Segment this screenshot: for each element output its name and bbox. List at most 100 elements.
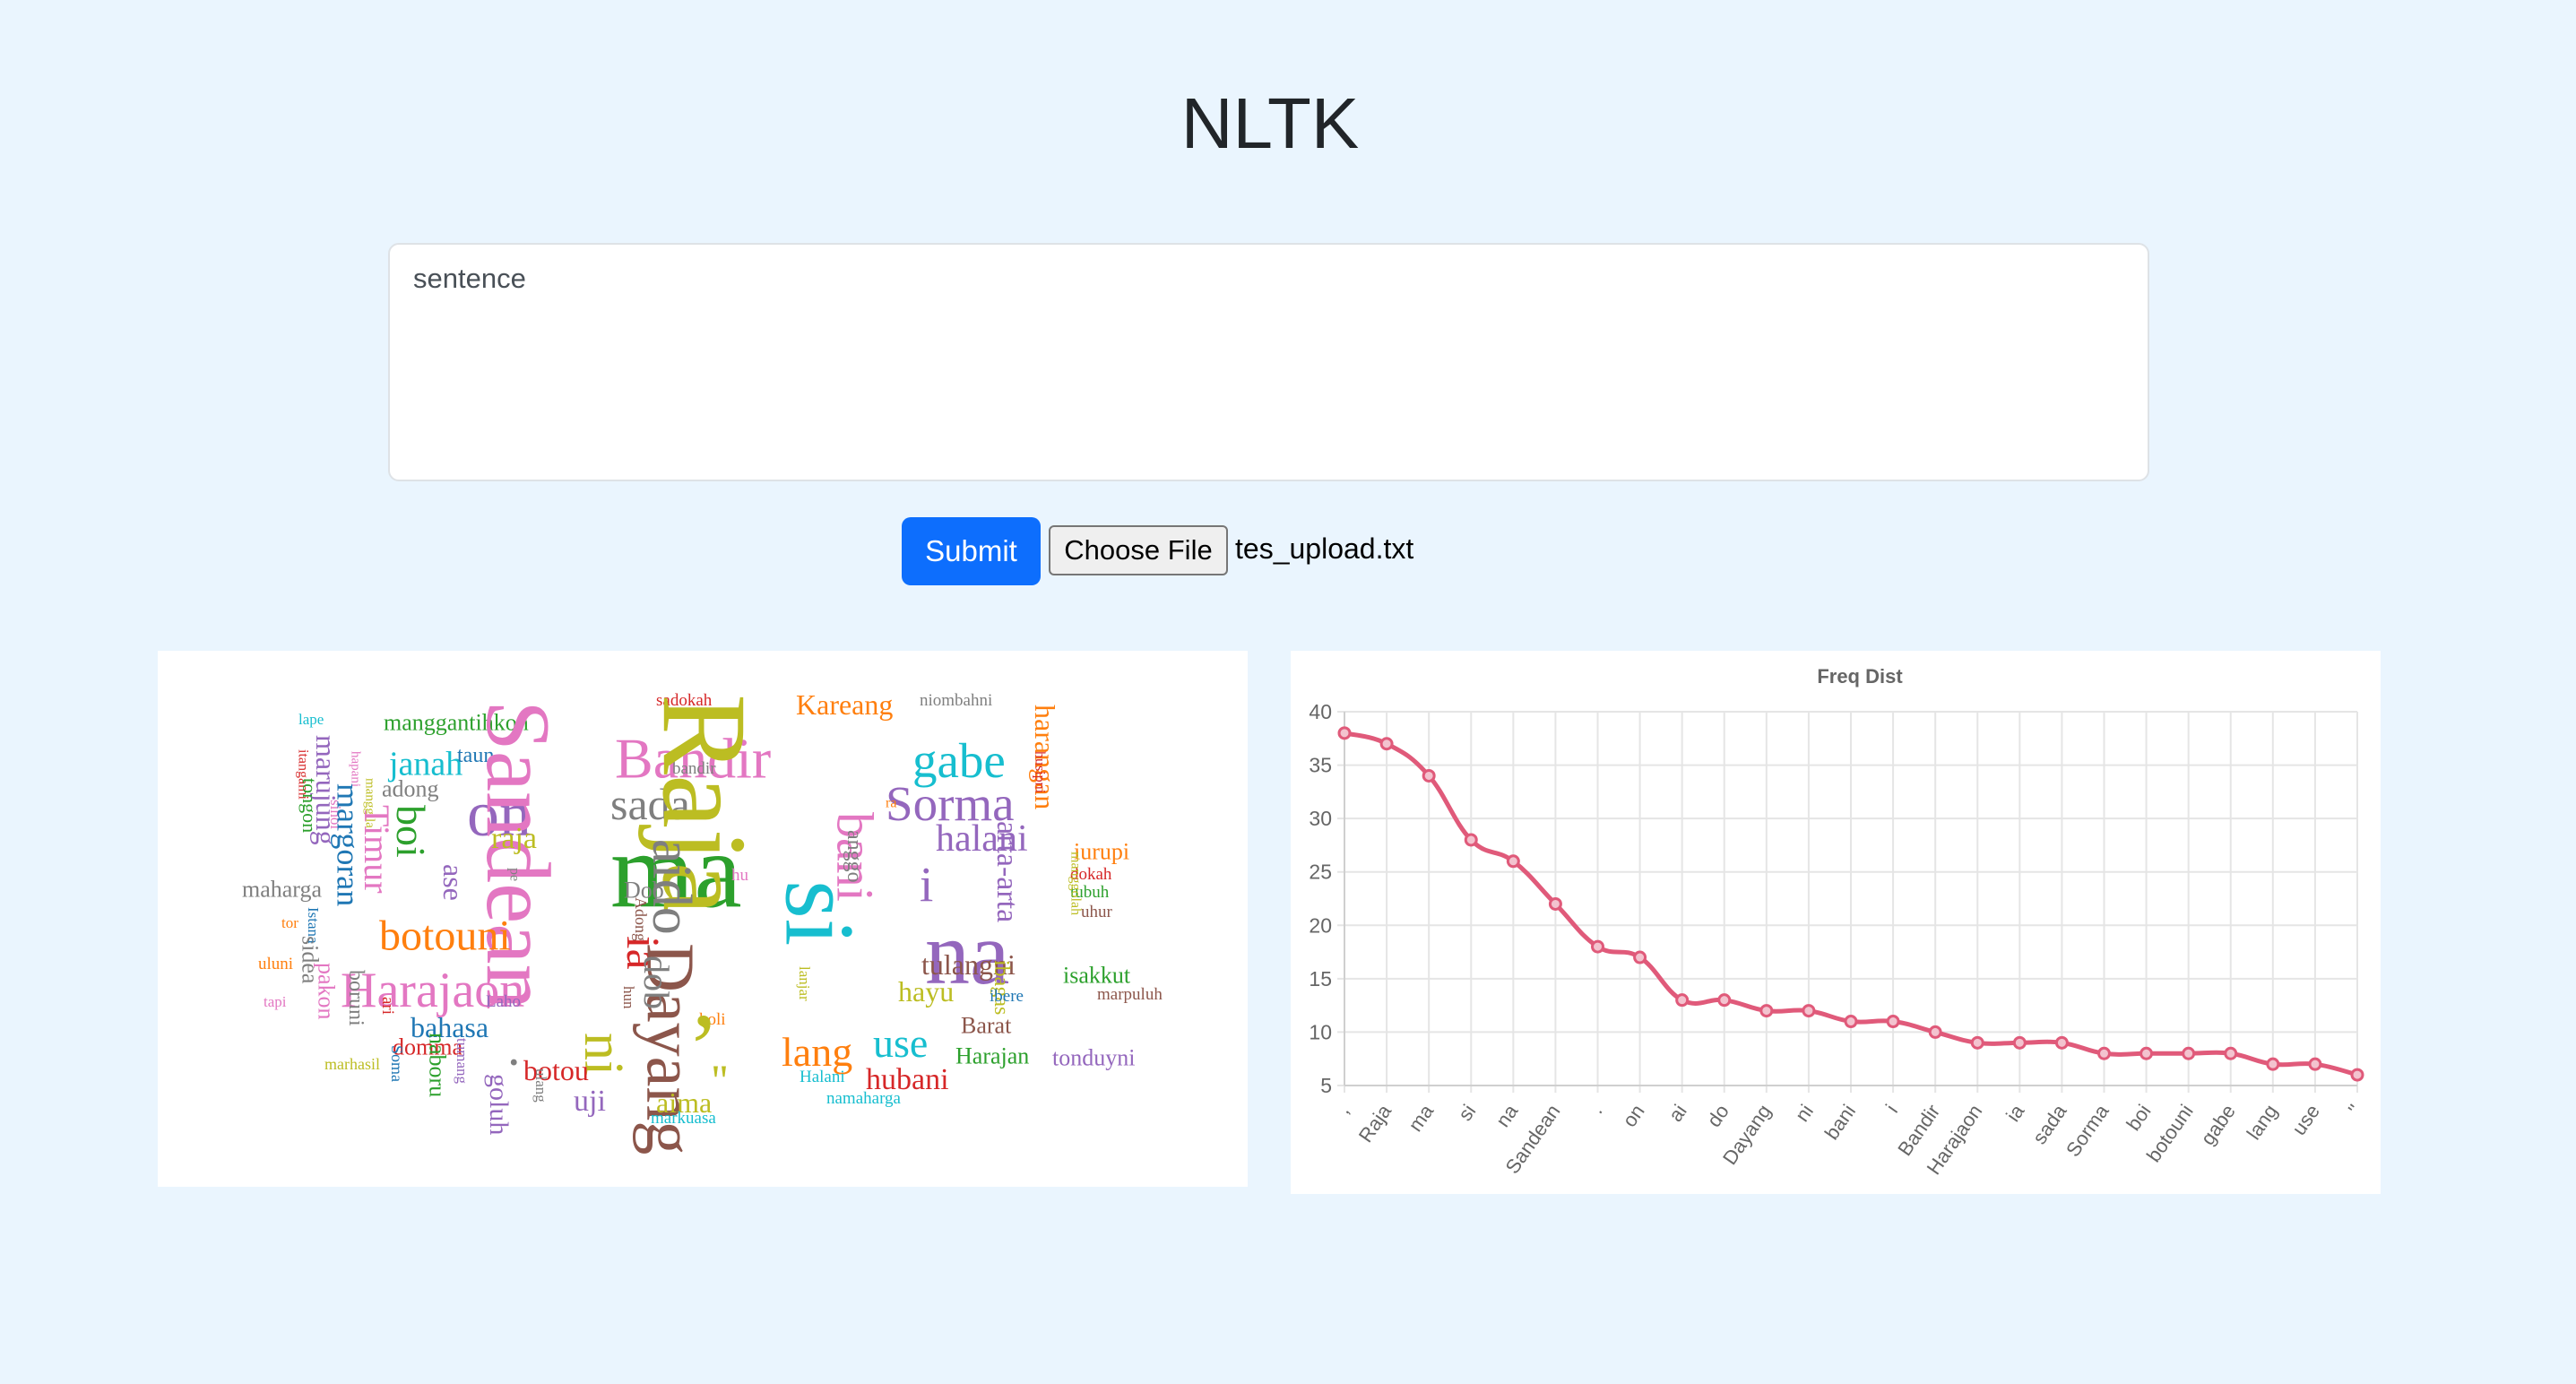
wordcloud-word: hubani bbox=[866, 1063, 949, 1096]
x-tick-label: si bbox=[1454, 1101, 1481, 1125]
wordcloud-word: arta-arta bbox=[990, 821, 1024, 922]
wordcloud-word: Barat bbox=[961, 1012, 1012, 1038]
x-tick-label: na bbox=[1491, 1100, 1523, 1131]
x-tick-label: sada bbox=[2028, 1100, 2071, 1148]
data-point[interactable] bbox=[1844, 1015, 1858, 1029]
wordcloud-word: Sorma bbox=[886, 776, 1015, 831]
wordcloud-word: '' bbox=[712, 1055, 728, 1105]
wordcloud-word: marhasil bbox=[324, 1055, 380, 1073]
wordcloud-word: tongon bbox=[298, 778, 321, 833]
data-point[interactable] bbox=[1675, 993, 1690, 1008]
data-point[interactable] bbox=[1928, 1025, 1942, 1039]
data-point[interactable] bbox=[2224, 1046, 2238, 1060]
wordcloud-word: hu bbox=[731, 866, 749, 885]
wordcloud-word: goluh bbox=[484, 1074, 514, 1135]
wordcloud-word: hayu bbox=[898, 975, 954, 1008]
wordcloud-word: boruni bbox=[344, 970, 367, 1026]
y-tick-label: 20 bbox=[1309, 913, 1332, 937]
data-point[interactable] bbox=[1337, 726, 1352, 740]
wordcloud-word: pe bbox=[507, 868, 523, 881]
wordcloud-word: ulang bbox=[532, 1068, 549, 1103]
wordcloud-word: margoran bbox=[330, 783, 366, 906]
chart-title: Freq Dist bbox=[1817, 665, 1903, 688]
wordcloud-word: uluni bbox=[258, 955, 293, 973]
wordcloud-word: uji bbox=[574, 1085, 606, 1118]
wordcloud-word: lanjar bbox=[796, 966, 813, 1001]
x-tick-label: , bbox=[1332, 1101, 1353, 1118]
selected-file-name: tes_upload.txt bbox=[1235, 532, 1414, 565]
wordcloud-word: si bbox=[765, 880, 875, 946]
sentence-input[interactable] bbox=[388, 243, 2149, 481]
wordcloud-word: botou bbox=[523, 1054, 589, 1086]
data-point[interactable] bbox=[1379, 737, 1394, 751]
wordcloud-word: dob bbox=[636, 956, 677, 1009]
wordcloud-word: manggila bbox=[362, 778, 376, 828]
choose-file-button[interactable]: Choose File bbox=[1049, 525, 1228, 575]
wordcloud-word: maharga bbox=[242, 876, 322, 902]
wordcloud-word: raja bbox=[491, 822, 537, 855]
x-tick-label: bani bbox=[1820, 1101, 1860, 1144]
data-point[interactable] bbox=[2182, 1046, 2196, 1060]
data-point[interactable] bbox=[1548, 896, 1562, 911]
data-point[interactable] bbox=[1802, 1004, 1816, 1018]
data-point[interactable] bbox=[2139, 1046, 2154, 1060]
data-point[interactable] bbox=[1759, 1004, 1774, 1018]
wordcloud-word: niombahni bbox=[920, 691, 992, 710]
wordcloud-word: Dob bbox=[624, 877, 664, 903]
wordcloud-word: sada bbox=[610, 779, 690, 829]
x-tick-label: gabe bbox=[2196, 1101, 2240, 1149]
wordcloud-word: janah bbox=[387, 745, 462, 783]
data-point[interactable] bbox=[2054, 1035, 2069, 1050]
wordcloud-word: hun bbox=[620, 986, 637, 1009]
data-point[interactable] bbox=[2266, 1057, 2280, 1071]
wordcloud-word: isakkut bbox=[1063, 962, 1131, 988]
page-title: NLTK bbox=[1180, 83, 1360, 163]
wordcloud-word: Istana bbox=[305, 907, 322, 944]
wordcloud-word: sihol bbox=[327, 800, 344, 829]
data-point[interactable] bbox=[1633, 950, 1647, 964]
wordcloud-word: manggolah bbox=[1068, 852, 1084, 915]
data-point[interactable] bbox=[1506, 854, 1520, 869]
wordcloud-word: ibere bbox=[990, 987, 1024, 1006]
wordcloud-word: marujung bbox=[310, 735, 342, 845]
chart-gridlines bbox=[1337, 711, 2358, 1093]
data-point[interactable] bbox=[1464, 833, 1478, 847]
x-tick-label: ma bbox=[1404, 1100, 1438, 1136]
wordcloud-word: halani bbox=[936, 818, 1028, 860]
y-tick-label: 15 bbox=[1309, 967, 1332, 990]
wordcloud-word: pakon bbox=[314, 963, 340, 1020]
wordcloud-word: ia bbox=[617, 936, 668, 970]
data-point[interactable] bbox=[1422, 768, 1436, 783]
wordcloud-word: boi bbox=[388, 805, 434, 858]
wordcloud-word: Sandean bbox=[467, 700, 568, 1010]
wordcloud-word: tubuh bbox=[1070, 883, 1110, 902]
data-point[interactable] bbox=[2350, 1068, 2364, 1082]
wordcloud-word: Harajan bbox=[955, 1042, 1029, 1068]
x-tick-label: ni bbox=[1791, 1101, 1818, 1126]
wordcloud-word: markuasa bbox=[651, 1109, 716, 1128]
wordcloud-word: tor bbox=[281, 914, 298, 931]
data-point[interactable] bbox=[2308, 1057, 2322, 1071]
data-point[interactable] bbox=[1970, 1035, 1984, 1050]
data-point[interactable] bbox=[1886, 1015, 1900, 1029]
wordcloud-word: aido bbox=[641, 839, 702, 935]
wordcloud-word: use bbox=[873, 1020, 928, 1066]
freq-dist-chart: Freq Dist 5 10 15 20 25 30 35 40, Raja ma si na Sande… bbox=[1291, 651, 2381, 1194]
y-tick-label: 40 bbox=[1309, 700, 1332, 723]
wordcloud-word: itangami bbox=[296, 749, 311, 800]
wordcloud-word: i bbox=[920, 857, 933, 912]
wordcloud-word: bani bbox=[826, 812, 884, 902]
submit-button[interactable]: Submit bbox=[902, 517, 1041, 585]
data-point[interactable] bbox=[1717, 993, 1732, 1008]
data-point[interactable] bbox=[2012, 1035, 2027, 1050]
wordcloud-word: ase bbox=[437, 864, 470, 901]
wordcloud-word: tapi bbox=[264, 993, 287, 1010]
wordcloud-word: Kareang bbox=[796, 688, 893, 721]
data-point[interactable] bbox=[1591, 939, 1604, 954]
data-point[interactable] bbox=[2097, 1046, 2111, 1060]
wordcloud-word: harangan bbox=[1029, 705, 1061, 809]
wordcloud-word: tulangni bbox=[921, 948, 1016, 981]
wordcloud-word: tonduyni bbox=[1052, 1044, 1135, 1070]
wordcloud-word: bahasa bbox=[411, 1011, 488, 1043]
wordcloud-word: lang bbox=[782, 1029, 852, 1075]
